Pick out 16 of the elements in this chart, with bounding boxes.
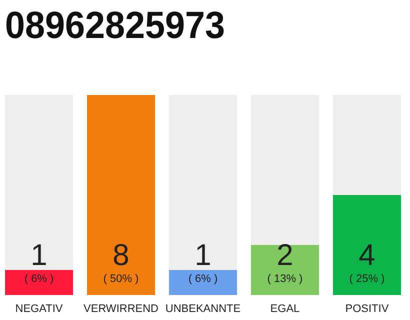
annotation: ( 6% )	[24, 273, 54, 285]
x-tick-label: POSITIV	[345, 303, 390, 315]
annotation: ( 50% )	[103, 273, 139, 285]
annotation: ( 6% )	[188, 273, 218, 285]
x-tick-label: NEGATIV	[15, 303, 64, 315]
annotation: ( 13% )	[267, 273, 303, 285]
data-label: 2	[276, 239, 294, 272]
data-label: 4	[358, 239, 376, 272]
chart-title: 08962825973	[5, 5, 238, 47]
x-tick-label: UNBEKANNTE	[165, 303, 241, 315]
data-label: 1	[30, 239, 48, 272]
annotation: ( 25% )	[349, 273, 385, 285]
data-label: 1	[194, 239, 212, 272]
x-tick-label: VERWIRREND	[84, 303, 159, 315]
data-label: 8	[112, 239, 130, 272]
x-tick-label: EGAL	[270, 303, 300, 315]
